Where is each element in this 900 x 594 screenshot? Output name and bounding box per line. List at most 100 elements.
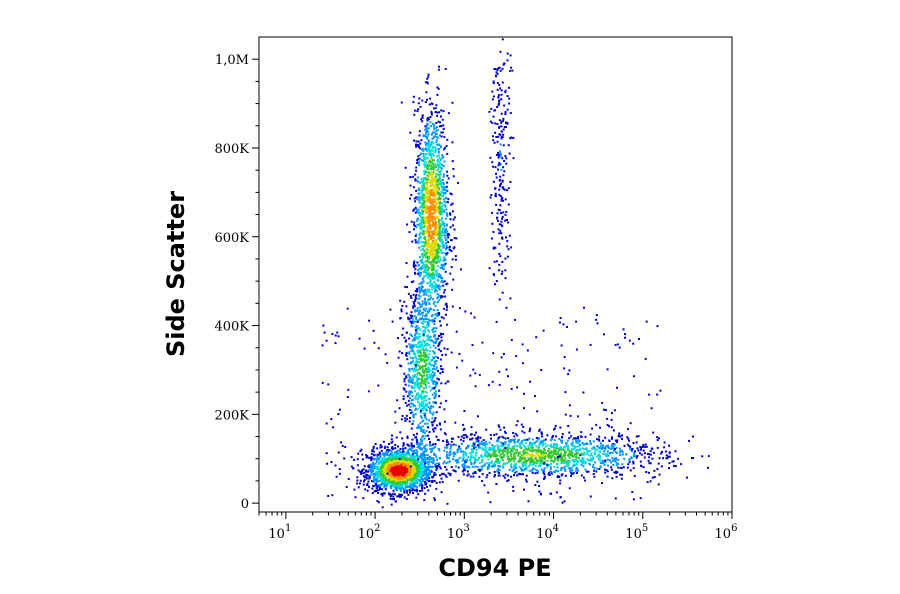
event-dot bbox=[417, 188, 420, 191]
event-dot bbox=[429, 412, 432, 415]
event-dot bbox=[376, 480, 378, 483]
event-dot bbox=[618, 432, 621, 435]
event-dot bbox=[356, 464, 359, 467]
event-dot bbox=[433, 166, 436, 169]
event-dot bbox=[390, 455, 393, 458]
event-dot bbox=[407, 384, 410, 387]
event-dot bbox=[424, 188, 427, 191]
event-dot bbox=[531, 471, 534, 474]
event-dot bbox=[430, 193, 433, 196]
event-dot bbox=[425, 460, 428, 463]
event-dot bbox=[445, 228, 448, 231]
event-dot bbox=[435, 271, 438, 274]
event-dot bbox=[435, 313, 438, 316]
event-dot bbox=[423, 135, 426, 138]
event-dot bbox=[438, 197, 441, 200]
event-dot bbox=[482, 439, 485, 442]
event-dot bbox=[615, 471, 618, 474]
event-dot bbox=[441, 163, 444, 166]
event-dot bbox=[446, 138, 449, 141]
event-dot bbox=[439, 158, 442, 161]
event-dot bbox=[435, 164, 438, 167]
event-dot bbox=[434, 313, 437, 316]
event-dot bbox=[598, 435, 601, 438]
event-dot bbox=[425, 371, 428, 373]
event-dot bbox=[408, 369, 411, 372]
event-dot bbox=[495, 457, 498, 460]
event-dot bbox=[374, 482, 377, 485]
event-dot bbox=[373, 454, 375, 457]
event-dot bbox=[427, 466, 430, 469]
event-dot bbox=[424, 463, 426, 466]
event-dot bbox=[430, 184, 433, 187]
event-dot bbox=[438, 187, 440, 190]
event-dot bbox=[425, 130, 428, 133]
event-dot bbox=[380, 493, 383, 496]
event-dot bbox=[376, 447, 379, 450]
event-dot bbox=[443, 148, 446, 151]
event-dot bbox=[420, 453, 423, 456]
event-dot bbox=[415, 361, 418, 364]
event-dot bbox=[405, 390, 408, 393]
event-dot bbox=[419, 346, 422, 349]
event-dot bbox=[421, 358, 424, 361]
event-dot bbox=[404, 486, 407, 489]
event-dot bbox=[486, 462, 489, 465]
event-dot bbox=[435, 401, 437, 404]
event-dot bbox=[428, 236, 431, 238]
event-dot bbox=[433, 159, 435, 162]
event-dot bbox=[439, 200, 442, 203]
event-dot bbox=[544, 445, 547, 448]
event-dot bbox=[418, 263, 420, 266]
event-dot bbox=[423, 355, 426, 358]
event-dot bbox=[439, 233, 441, 236]
event-dot bbox=[412, 416, 415, 419]
event-dot bbox=[422, 202, 425, 205]
event-dot bbox=[417, 239, 420, 242]
event-dot bbox=[615, 470, 618, 473]
event-dot bbox=[493, 463, 496, 466]
event-dot bbox=[596, 449, 599, 452]
event-dot bbox=[409, 197, 411, 200]
event-dot bbox=[649, 462, 652, 465]
event-dot bbox=[428, 274, 431, 277]
event-dot bbox=[422, 261, 425, 264]
event-dot bbox=[423, 163, 426, 166]
event-dot bbox=[424, 365, 427, 367]
event-dot bbox=[375, 468, 378, 471]
event-dot bbox=[442, 243, 445, 246]
event-dot bbox=[399, 485, 402, 488]
event-dot bbox=[410, 194, 413, 196]
event-dot bbox=[506, 462, 509, 465]
event-dot bbox=[408, 376, 411, 379]
event-dot bbox=[590, 453, 593, 456]
event-dot bbox=[432, 368, 434, 371]
event-dot bbox=[381, 458, 384, 461]
event-dot bbox=[426, 226, 429, 229]
event-dot bbox=[584, 468, 587, 471]
event-dot bbox=[350, 456, 353, 459]
event-dot bbox=[418, 445, 421, 448]
event-dot bbox=[561, 433, 564, 436]
event-dot bbox=[610, 445, 613, 448]
event-dot bbox=[416, 287, 419, 290]
event-dot bbox=[399, 317, 402, 319]
event-dot bbox=[523, 468, 526, 470]
event-dot bbox=[430, 191, 433, 194]
event-dot bbox=[417, 144, 420, 147]
event-dot bbox=[514, 432, 517, 435]
event-dot bbox=[437, 158, 439, 161]
event-dot bbox=[599, 442, 602, 445]
event-dot bbox=[410, 473, 413, 476]
event-dot bbox=[433, 198, 436, 201]
event-dot bbox=[618, 447, 621, 450]
event-dot bbox=[414, 200, 417, 203]
event-dot bbox=[438, 210, 441, 213]
event-dot bbox=[412, 375, 415, 378]
event-dot bbox=[401, 460, 404, 463]
event-dot bbox=[412, 350, 415, 353]
event-dot bbox=[433, 280, 436, 283]
event-dot bbox=[418, 460, 421, 463]
event-dot bbox=[415, 475, 418, 478]
event-dot bbox=[439, 237, 442, 240]
